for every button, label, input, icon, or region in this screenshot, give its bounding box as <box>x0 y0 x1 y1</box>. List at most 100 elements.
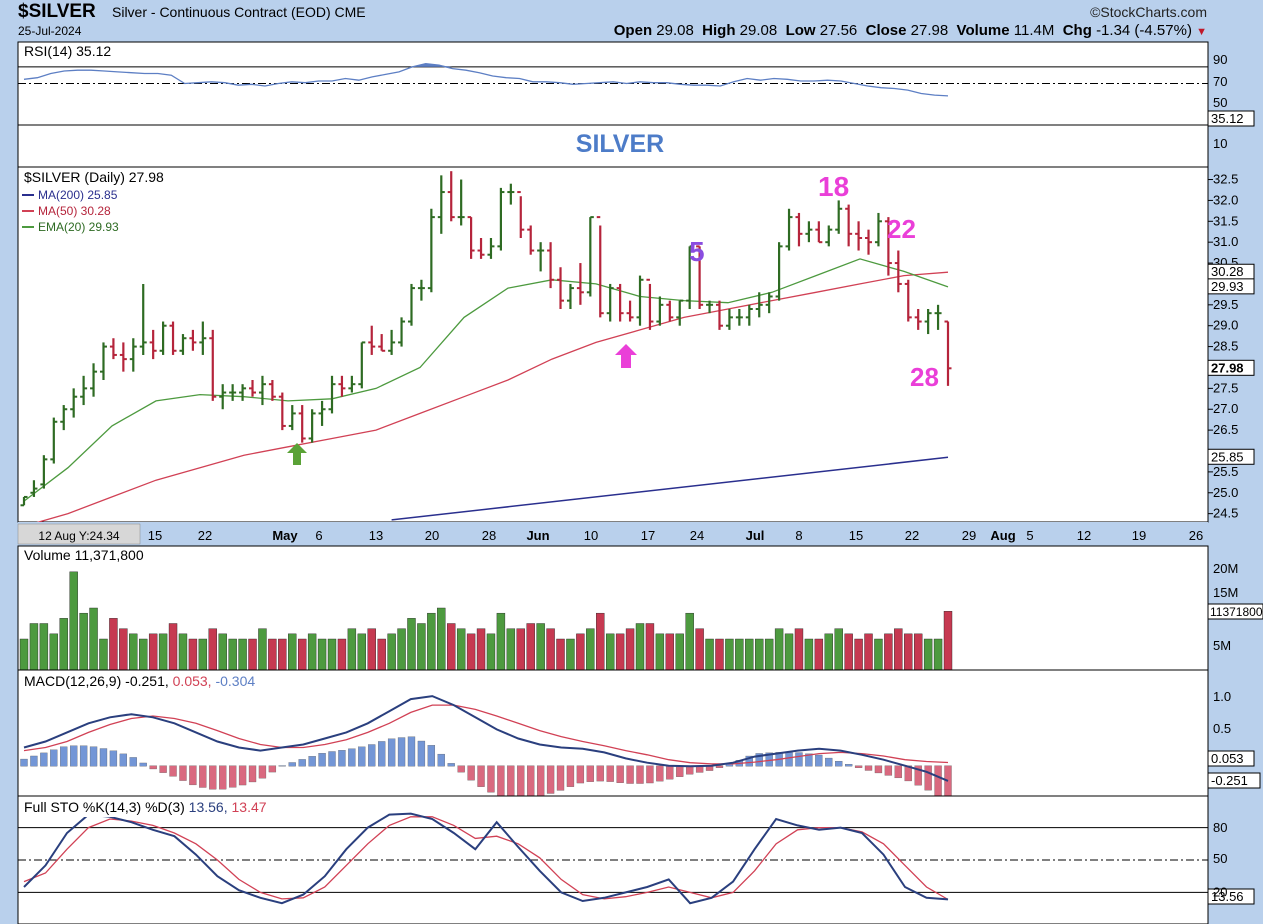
ohlc-bar <box>626 300 634 322</box>
annotation-28: 28 <box>910 362 939 392</box>
ohlc-bar <box>249 380 257 397</box>
date-tick: 6 <box>315 528 322 543</box>
volume-value: 11.4M <box>1013 22 1055 39</box>
macd-hist-bar <box>606 765 614 782</box>
date-tick: 22 <box>198 528 212 543</box>
price-tick: 29.0 <box>1213 318 1238 333</box>
ohlc-bar <box>239 384 247 401</box>
volume-bar <box>447 623 456 671</box>
macd-hist-bar <box>159 765 167 773</box>
macd-hist-bar <box>556 765 565 791</box>
volume-bar <box>546 628 555 671</box>
volume-bar <box>307 633 317 671</box>
volume-bar <box>834 628 843 671</box>
price-tick: 32.5 <box>1213 172 1238 187</box>
ohlc-bar <box>507 183 515 205</box>
volume-bar <box>297 638 307 671</box>
volume-bar <box>943 611 953 671</box>
volume-bar <box>755 638 764 671</box>
macd-hist-bar <box>517 765 525 800</box>
ohlc-bar <box>845 204 853 247</box>
volume-bar <box>158 633 168 671</box>
price-panel: $SILVER (Daily) 27.98 MA(200) 25.85 MA(5… <box>17 166 1209 527</box>
volume-bar <box>347 628 357 671</box>
ema20-legend: EMA(20) 29.93 <box>38 220 119 234</box>
ohlc-bar <box>566 283 574 309</box>
volume-bar <box>377 638 386 671</box>
volume-bar <box>168 623 178 671</box>
macd-hist-bar <box>715 765 724 768</box>
macd-title-prefix: MACD(12,26,9) <box>24 673 121 689</box>
date-tick: 29 <box>962 528 976 543</box>
sto-value-tag <box>1207 888 1255 905</box>
ohlc-bar <box>358 341 366 389</box>
ohlc-bar <box>576 263 584 305</box>
volume-bar <box>129 633 138 671</box>
chg-down-icon: ▼ <box>1196 26 1207 38</box>
chg-label: Chg <box>1062 22 1092 39</box>
ohlc-bar <box>944 320 952 386</box>
date-tick: 15 <box>148 528 162 543</box>
volume-bar <box>586 628 595 671</box>
volume-bar <box>367 628 376 671</box>
volume-bar <box>278 638 287 671</box>
price-value-tag-text: 30.28 <box>1211 264 1244 279</box>
ohlc-bar <box>527 225 535 255</box>
volume-bar <box>784 633 794 671</box>
volume-bar <box>735 638 744 671</box>
ohlc-bar <box>765 292 773 314</box>
volume-label: Volume <box>956 22 1010 39</box>
macd-hist-bar <box>616 765 624 783</box>
macd-hist-bar <box>358 746 366 767</box>
ohlc-bar <box>815 221 823 244</box>
volume-bar <box>357 633 367 671</box>
macd-hist-bar <box>79 745 88 767</box>
price-tick: 28.5 <box>1213 339 1238 354</box>
volume-bar <box>725 638 734 671</box>
rsi-tick-90: 90 <box>1213 52 1227 67</box>
volume-bar <box>884 633 893 671</box>
ohlc-bar <box>20 495 28 507</box>
ohlc-bar <box>50 417 58 464</box>
ohlc-bar <box>884 217 892 276</box>
ohlc-bar <box>835 200 843 234</box>
volume-bar <box>69 571 78 671</box>
volume-bar <box>476 628 486 671</box>
volume-bar <box>317 638 327 671</box>
ohlc-bar <box>874 212 882 247</box>
volume-bar <box>913 633 923 671</box>
ohlc-bar <box>656 296 664 326</box>
price-axis: 32.532.031.531.030.529.529.028.527.527.0… <box>1207 172 1255 521</box>
sto-k-line <box>23 812 949 905</box>
date-tick: 28 <box>482 528 496 543</box>
price-tick: 31.0 <box>1213 234 1238 249</box>
macd-signal-line <box>23 704 949 765</box>
sto-panel: Full STO %K(14,3) %D(3) 13.56, 13.47 80 … <box>17 795 1255 924</box>
volume-bar <box>894 628 903 671</box>
price-tick: 26.5 <box>1213 422 1238 437</box>
macd-hist-bar <box>238 765 247 786</box>
macd-hist-bar <box>318 753 326 767</box>
description-text: Silver - Continuous Contract (EOD) <box>112 4 331 20</box>
date-tick: May <box>272 528 298 543</box>
ohlc-bar <box>865 229 873 255</box>
ohlc-bar <box>308 409 316 443</box>
ohlc-bar <box>60 405 68 431</box>
volume-bar <box>745 638 754 671</box>
price-tick: 25.0 <box>1213 485 1238 500</box>
sto-title-prefix: Full STO %K(14,3) %D(3) <box>24 799 185 815</box>
vol-tick-20m: 20M <box>1213 561 1238 576</box>
macd-hist-bar <box>278 765 286 767</box>
ohlc-bar <box>467 216 475 259</box>
macd-hist-bar <box>228 765 237 788</box>
ohlc-bar <box>676 299 684 326</box>
macd-hist-bar <box>30 755 38 767</box>
ohlc-bar <box>795 212 803 247</box>
ohlc-bar <box>785 208 793 251</box>
macd-hist-bar <box>934 765 942 799</box>
ohlc-bar <box>80 375 88 406</box>
ohlc-bar <box>209 329 217 401</box>
macd-hist-bar <box>50 749 58 767</box>
ohlc-bar <box>268 380 276 401</box>
